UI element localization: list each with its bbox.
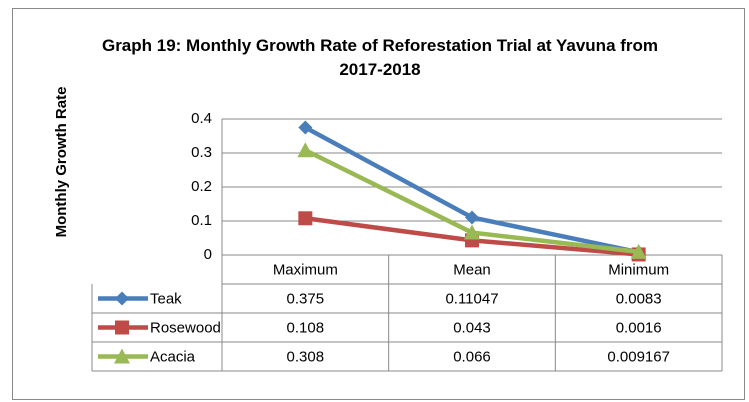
table-value: 0.066 [453,348,491,365]
chart-border [12,8,745,400]
legend-label: Rosewood [150,319,221,336]
x-tick-label: Maximum [273,261,338,278]
table-value: 0.0016 [616,319,662,336]
legend-label: Teak [150,290,182,307]
point [297,142,314,158]
y-tick-label: 0.4 [191,110,212,127]
table-value: 0.009167 [607,348,670,365]
y-tick-label: 0.2 [191,178,212,195]
point [630,243,647,259]
point [298,120,313,135]
y-axis-title: Monthly Growth Rate [53,87,70,238]
y-tick-label: 0.1 [191,212,212,229]
chart-title: Graph 19: Monthly Growth Rate of Refores… [101,36,659,79]
point [464,224,480,240]
point [114,348,130,364]
point [115,320,129,335]
table-value: 0.0083 [616,290,662,307]
point [115,291,129,306]
table-value: 0.308 [287,348,325,365]
table-value: 0.11047 [445,290,498,307]
x-tick-label: Mean [453,261,491,278]
x-tick-label: Minimum [608,261,669,278]
table-value: 0.108 [287,319,325,336]
legend-label: Acacia [150,348,196,365]
table-value: 0.375 [287,290,325,307]
y-tick-label: 0.3 [191,144,212,161]
y-tick-label: 0 [204,246,212,263]
point [465,210,479,225]
point [298,211,313,226]
table-value: 0.043 [453,319,491,336]
